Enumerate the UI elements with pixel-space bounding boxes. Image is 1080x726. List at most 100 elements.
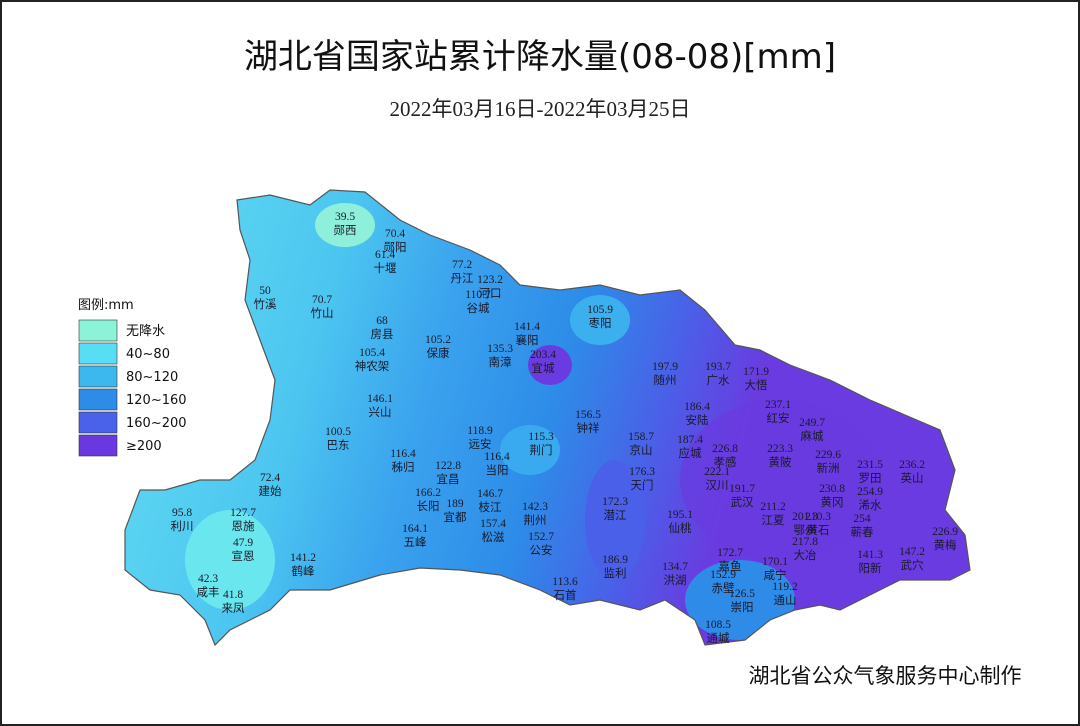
station-value: 123.2 [477, 274, 503, 286]
legend-title: 图例:mm [78, 298, 134, 313]
station-value: 118.9 [467, 425, 493, 437]
station-name: 红安 [767, 411, 790, 425]
station-value: 186.4 [684, 401, 710, 413]
station-value: 166.2 [415, 487, 441, 499]
station-name: 远安 [469, 437, 492, 451]
station-value: 42.3 [198, 573, 218, 585]
station-value: 127.7 [230, 507, 256, 519]
station-value: 157.4 [480, 518, 506, 530]
station-name: 房县 [371, 328, 394, 341]
station-name: 通山 [774, 594, 797, 607]
station-value: 95.8 [172, 507, 192, 519]
station-value: 237.1 [765, 399, 791, 411]
station-value: 39.5 [335, 211, 355, 223]
station-value: 236.2 [899, 459, 925, 471]
station-name: 宜城 [532, 361, 555, 375]
station-value: 152.9 [710, 569, 736, 581]
station-name: 黄石 [807, 523, 830, 537]
title: 湖北省国家站累计降水量(08-08)[mm] [244, 37, 836, 77]
station-name: 丹江 [451, 272, 474, 285]
station-name: 谷城 [467, 302, 490, 315]
station-value: 100.5 [325, 426, 351, 438]
station-value: 195.1 [667, 509, 693, 521]
station-value: 105.2 [425, 334, 451, 346]
station-value: 156.5 [575, 409, 601, 421]
station-value: 254 [853, 513, 871, 525]
legend-label: 无降水 [126, 324, 165, 339]
station-value: 222.1 [704, 466, 730, 478]
station-name: 监利 [604, 567, 627, 580]
station-name: 罗田 [859, 472, 882, 485]
station-name: 阳新 [859, 561, 882, 575]
station-name: 长阳 [417, 500, 440, 513]
station-value: 119.2 [772, 581, 798, 593]
station-value: 193.7 [705, 361, 731, 373]
station-name: 孝感 [714, 455, 737, 469]
station-value: 113.6 [552, 576, 578, 588]
station-value: 229.6 [815, 449, 841, 461]
station-name: 神农架 [355, 359, 390, 373]
station-name: 竹溪 [254, 297, 277, 311]
station-value: 197.9 [652, 361, 678, 373]
station-name: 襄阳 [516, 333, 539, 347]
station-name: 武穴 [901, 558, 924, 572]
station-name: 大悟 [745, 378, 768, 392]
station-name: 松滋 [482, 530, 505, 544]
station-name: 荆州 [524, 514, 547, 527]
legend-swatch [78, 434, 118, 457]
station-name: 大冶 [794, 548, 817, 562]
station-value: 141.3 [857, 549, 883, 561]
subtitle: 2022年03月16日-2022年03月25日 [390, 97, 691, 121]
station-value: 126.5 [729, 588, 755, 600]
station-value: 110.7 [465, 289, 491, 301]
station-name: 鹤峰 [292, 564, 315, 578]
station-name: 洪湖 [664, 573, 687, 587]
station-name: 郧阳 [384, 241, 407, 254]
station-value: 203.4 [530, 349, 556, 361]
station-name: 黄冈 [821, 495, 844, 509]
legend-swatch [78, 365, 118, 388]
station-name: 赤壁 [712, 581, 735, 595]
station-name: 咸宁 [764, 568, 787, 582]
station-value: 141.2 [290, 552, 316, 564]
station-name: 宜都 [444, 510, 467, 524]
station-value: 47.9 [233, 537, 253, 549]
station-name: 宣恩 [232, 549, 255, 563]
station-value: 211.2 [760, 501, 786, 513]
station-name: 河口 [479, 287, 502, 300]
station-name: 枝江 [479, 500, 502, 514]
station-name: 广水 [707, 374, 730, 387]
station-name: 南漳 [489, 355, 512, 369]
station-value: 122.8 [435, 460, 461, 472]
station-value: 61.4 [375, 249, 395, 261]
station-name: 黄梅 [934, 538, 957, 552]
station-value: 230.8 [819, 483, 845, 495]
station-value: 170.1 [762, 556, 788, 568]
station-name: 应城 [679, 446, 702, 460]
station-name: 汉川 [706, 479, 729, 492]
legend-swatch [78, 411, 118, 434]
station-name: 巴东 [327, 439, 350, 452]
station-name: 黄陂 [769, 455, 792, 469]
station-value: 249.7 [799, 417, 825, 429]
station-value: 50 [259, 285, 271, 297]
legend-swatch [78, 319, 118, 342]
legend-label: 160~200 [126, 416, 187, 431]
legend-swatch [78, 342, 118, 365]
station-value: 226.9 [932, 526, 958, 538]
station-value: 152.7 [528, 531, 554, 543]
station-value: 176.3 [629, 466, 655, 478]
station-value: 191.7 [729, 483, 755, 495]
station-name: 郧西 [334, 224, 357, 237]
station-name: 崇阳 [731, 601, 754, 614]
station-value: 226.8 [712, 443, 738, 455]
station-name: 仙桃 [669, 521, 692, 535]
legend-label: 40~80 [126, 347, 170, 362]
station-name: 恩施 [232, 520, 255, 533]
station-value: 134.7 [662, 561, 688, 573]
station-value: 116.4 [390, 448, 416, 460]
station-value: 146.7 [477, 488, 503, 500]
station-name: 石首 [554, 588, 577, 602]
